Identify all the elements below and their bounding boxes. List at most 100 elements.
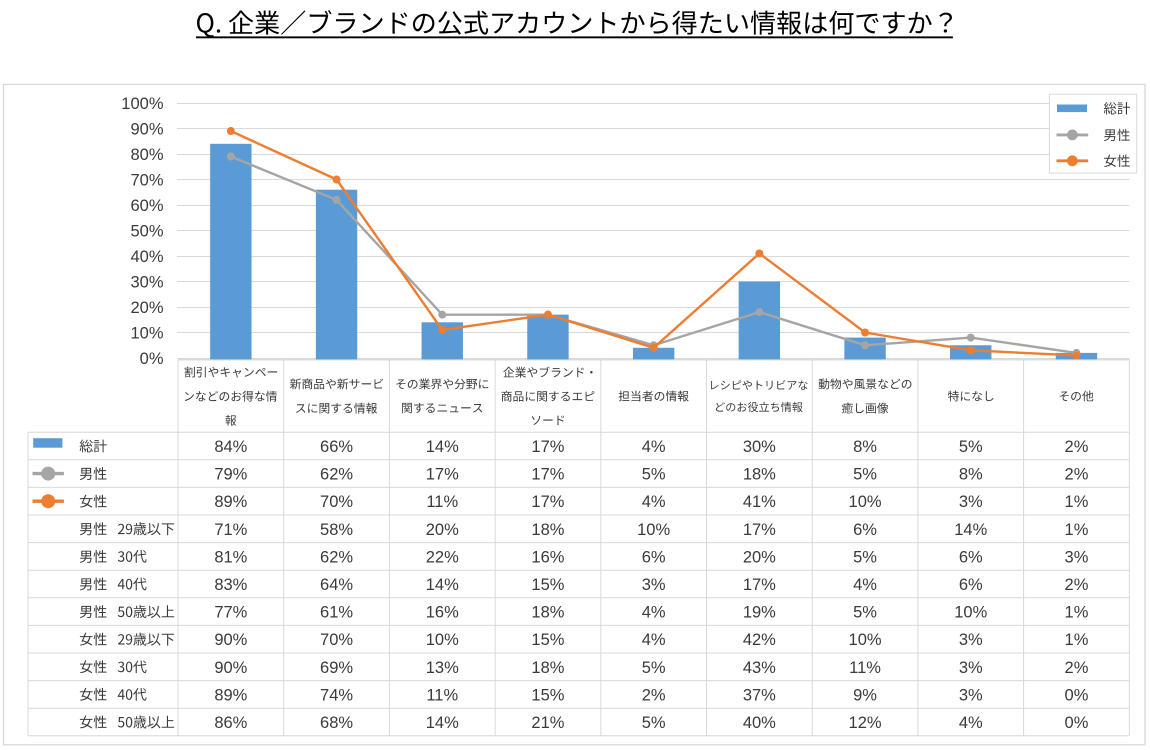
svg-text:10%: 10% [637, 521, 670, 539]
svg-text:5%: 5% [959, 438, 983, 456]
svg-text:70%: 70% [320, 631, 353, 649]
svg-text:15%: 15% [531, 631, 564, 649]
svg-text:74%: 74% [320, 686, 353, 704]
svg-text:19%: 19% [743, 604, 776, 622]
svg-text:20%: 20% [426, 521, 459, 539]
svg-text:8%: 8% [959, 466, 983, 484]
svg-text:42%: 42% [743, 631, 776, 649]
svg-text:6%: 6% [959, 576, 983, 594]
svg-text:5%: 5% [853, 604, 877, 622]
svg-text:1%: 1% [1065, 631, 1089, 649]
svg-text:6%: 6% [642, 548, 666, 566]
svg-text:2%: 2% [1065, 576, 1089, 594]
svg-text:3%: 3% [959, 493, 983, 511]
svg-text:1%: 1% [1065, 521, 1089, 539]
svg-text:1%: 1% [1065, 604, 1089, 622]
svg-text:17%: 17% [743, 521, 776, 539]
svg-text:9%: 9% [853, 686, 877, 704]
svg-text:13%: 13% [426, 659, 459, 677]
svg-text:83%: 83% [214, 576, 247, 594]
svg-text:81%: 81% [214, 548, 247, 566]
svg-text:2%: 2% [1065, 659, 1089, 677]
svg-text:3%: 3% [959, 686, 983, 704]
svg-text:10%: 10% [426, 631, 459, 649]
svg-text:5%: 5% [853, 548, 877, 566]
svg-text:0%: 0% [140, 350, 164, 368]
svg-text:4%: 4% [642, 631, 666, 649]
svg-text:18%: 18% [531, 659, 564, 677]
svg-text:40%: 40% [743, 714, 776, 732]
svg-text:37%: 37% [743, 686, 776, 704]
svg-text:5%: 5% [642, 659, 666, 677]
svg-text:5%: 5% [642, 466, 666, 484]
svg-text:30%: 30% [743, 438, 776, 456]
svg-text:43%: 43% [743, 659, 776, 677]
svg-text:50%: 50% [130, 223, 163, 241]
svg-text:58%: 58% [320, 521, 353, 539]
svg-text:89%: 89% [214, 493, 247, 511]
svg-text:8%: 8% [853, 438, 877, 456]
svg-text:4%: 4% [853, 576, 877, 594]
svg-text:17%: 17% [531, 438, 564, 456]
svg-text:14%: 14% [426, 576, 459, 594]
svg-text:14%: 14% [426, 714, 459, 732]
svg-text:4%: 4% [642, 493, 666, 511]
svg-text:11%: 11% [426, 686, 458, 704]
svg-text:20%: 20% [130, 299, 163, 317]
svg-text:17%: 17% [531, 493, 564, 511]
svg-text:16%: 16% [531, 548, 564, 566]
svg-text:22%: 22% [426, 548, 459, 566]
svg-text:3%: 3% [959, 659, 983, 677]
svg-text:89%: 89% [214, 686, 247, 704]
svg-text:18%: 18% [531, 604, 564, 622]
svg-text:17%: 17% [426, 466, 459, 484]
svg-text:40%: 40% [130, 248, 163, 266]
svg-text:79%: 79% [214, 466, 247, 484]
svg-text:100%: 100% [121, 95, 164, 113]
svg-text:10%: 10% [849, 493, 882, 511]
svg-text:10%: 10% [954, 604, 987, 622]
svg-text:66%: 66% [320, 438, 353, 456]
svg-text:11%: 11% [849, 659, 881, 677]
svg-text:21%: 21% [531, 714, 564, 732]
svg-text:1%: 1% [1065, 493, 1089, 511]
svg-text:69%: 69% [320, 659, 353, 677]
svg-text:71%: 71% [214, 521, 247, 539]
svg-text:70%: 70% [130, 172, 163, 190]
svg-text:18%: 18% [531, 521, 564, 539]
svg-text:3%: 3% [1065, 548, 1089, 566]
svg-text:90%: 90% [214, 659, 247, 677]
svg-text:3%: 3% [642, 576, 666, 594]
svg-text:20%: 20% [743, 548, 776, 566]
svg-text:62%: 62% [320, 466, 353, 484]
svg-text:2%: 2% [1065, 438, 1089, 456]
svg-text:86%: 86% [214, 714, 247, 732]
svg-text:80%: 80% [130, 146, 163, 164]
svg-text:10%: 10% [130, 325, 163, 343]
svg-text:70%: 70% [320, 493, 353, 511]
svg-text:61%: 61% [320, 604, 353, 622]
svg-text:17%: 17% [531, 466, 564, 484]
svg-text:60%: 60% [130, 197, 163, 215]
svg-text:64%: 64% [320, 576, 353, 594]
svg-text:0%: 0% [1065, 714, 1089, 732]
svg-text:4%: 4% [642, 604, 666, 622]
svg-text:14%: 14% [426, 438, 459, 456]
svg-text:6%: 6% [853, 521, 877, 539]
svg-text:6%: 6% [959, 548, 983, 566]
svg-text:15%: 15% [531, 576, 564, 594]
svg-text:4%: 4% [642, 438, 666, 456]
svg-text:10%: 10% [849, 631, 882, 649]
svg-text:90%: 90% [214, 631, 247, 649]
svg-text:4%: 4% [959, 714, 983, 732]
svg-text:3%: 3% [959, 631, 983, 649]
svg-text:5%: 5% [853, 466, 877, 484]
svg-text:16%: 16% [426, 604, 459, 622]
svg-text:0%: 0% [1065, 686, 1089, 704]
svg-text:2%: 2% [642, 686, 666, 704]
svg-text:18%: 18% [743, 466, 776, 484]
svg-text:2%: 2% [1065, 466, 1089, 484]
svg-text:90%: 90% [130, 121, 163, 139]
svg-text:41%: 41% [743, 493, 776, 511]
svg-text:62%: 62% [320, 548, 353, 566]
